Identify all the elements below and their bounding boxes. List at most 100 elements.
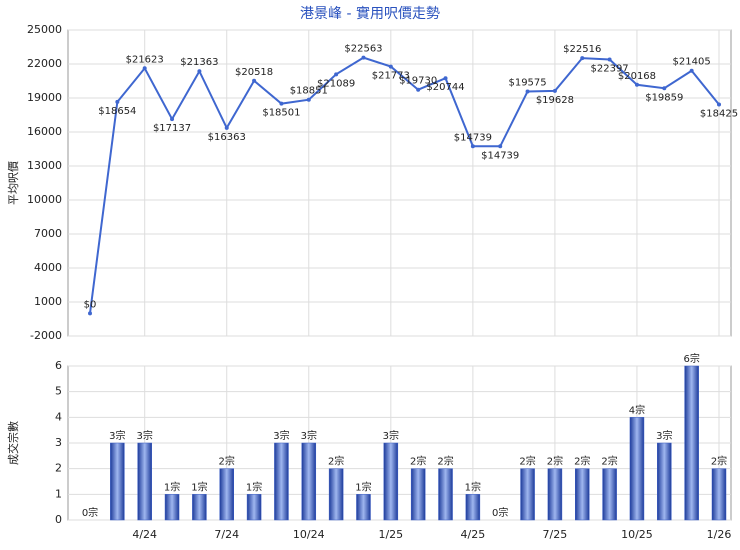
y-tick-label: 2 bbox=[55, 462, 62, 475]
y-tick-label: 19000 bbox=[27, 91, 62, 104]
y-tick-label: 0 bbox=[55, 513, 62, 526]
bar bbox=[684, 365, 699, 521]
value-label: 3宗 bbox=[137, 429, 153, 442]
value-label: 3宗 bbox=[301, 429, 317, 442]
point bbox=[224, 125, 229, 130]
y-tick-label: 16000 bbox=[27, 125, 62, 138]
point bbox=[115, 99, 120, 104]
y-axis-label: 平均呎價 bbox=[6, 161, 20, 205]
y-tick-label: 13000 bbox=[27, 159, 62, 172]
value-label: 3宗 bbox=[273, 429, 289, 442]
value-label: 2宗 bbox=[219, 455, 235, 468]
bar bbox=[520, 468, 535, 521]
y-tick-label: 4 bbox=[55, 410, 62, 423]
value-label: $19628 bbox=[536, 95, 574, 106]
y-tick-label: 6 bbox=[55, 359, 62, 372]
x-tick-label: 7/25 bbox=[543, 528, 568, 541]
bar bbox=[246, 494, 262, 521]
y-axis-label: 成交宗數 bbox=[6, 421, 20, 465]
point bbox=[689, 68, 694, 73]
bar bbox=[575, 468, 590, 521]
point bbox=[197, 69, 202, 74]
bar bbox=[274, 442, 289, 521]
bar bbox=[192, 494, 207, 521]
value-label: 2宗 bbox=[601, 455, 617, 468]
point bbox=[416, 87, 421, 92]
chart-title: 港景峰 - 實用呎價走勢 bbox=[300, 5, 440, 22]
x-tick-label: 10/24 bbox=[293, 528, 325, 541]
value-label: 0宗 bbox=[82, 506, 98, 519]
y-tick-label: 5 bbox=[55, 385, 62, 398]
y-tick-label: 22000 bbox=[27, 57, 62, 70]
value-label: $22516 bbox=[563, 44, 601, 55]
x-tick-label: 1/25 bbox=[378, 528, 403, 541]
point bbox=[498, 144, 503, 149]
point bbox=[388, 64, 393, 69]
point bbox=[607, 57, 612, 62]
value-label: $21773 bbox=[372, 71, 410, 82]
bar bbox=[164, 494, 180, 521]
value-label: $21405 bbox=[673, 57, 711, 68]
value-label: 1宗 bbox=[355, 480, 371, 493]
value-label: 3宗 bbox=[656, 429, 672, 442]
y-tick-label: 7000 bbox=[34, 227, 62, 240]
value-label: $18425 bbox=[700, 109, 738, 120]
bar bbox=[328, 468, 344, 521]
value-label: $20168 bbox=[618, 71, 656, 82]
value-label: $19575 bbox=[508, 77, 546, 88]
value-label: 1宗 bbox=[191, 480, 207, 493]
bar bbox=[602, 468, 617, 521]
x-tick-label: 7/24 bbox=[214, 528, 239, 541]
value-label: 2宗 bbox=[711, 455, 727, 468]
value-label: $21623 bbox=[126, 54, 164, 65]
x-tick-label: 4/25 bbox=[461, 528, 486, 541]
value-label: $18851 bbox=[290, 86, 328, 97]
value-label: $20744 bbox=[426, 82, 464, 93]
point bbox=[279, 101, 284, 106]
bar bbox=[219, 468, 234, 521]
y-tick-label: 4000 bbox=[34, 261, 62, 274]
value-label: $18501 bbox=[262, 108, 300, 119]
point bbox=[170, 117, 175, 122]
value-label: 2宗 bbox=[574, 455, 590, 468]
value-label: 6宗 bbox=[683, 352, 699, 365]
point bbox=[634, 82, 639, 87]
value-label: 3宗 bbox=[383, 429, 399, 442]
value-label: 2宗 bbox=[437, 455, 453, 468]
x-tick-label: 1/26 bbox=[707, 528, 732, 541]
value-label: 2宗 bbox=[519, 455, 535, 468]
value-label: 2宗 bbox=[410, 455, 426, 468]
value-label: 2宗 bbox=[328, 455, 344, 468]
y-tick-label: 3 bbox=[55, 436, 62, 449]
value-label: $16363 bbox=[208, 132, 246, 143]
bar bbox=[465, 494, 481, 521]
value-label: $21089 bbox=[317, 78, 355, 89]
point bbox=[334, 72, 339, 77]
bar bbox=[110, 442, 125, 521]
line bbox=[89, 56, 720, 314]
y-tick-label: 10000 bbox=[27, 193, 62, 206]
x-tick-label: 10/25 bbox=[621, 528, 653, 541]
value-label: $14739 bbox=[454, 132, 492, 143]
bar bbox=[438, 468, 453, 521]
point bbox=[580, 56, 585, 61]
value-label: 2宗 bbox=[547, 455, 563, 468]
value-label: 1宗 bbox=[246, 480, 262, 493]
point bbox=[662, 86, 667, 91]
value-label: 4宗 bbox=[629, 403, 645, 416]
value-label: $19859 bbox=[645, 92, 683, 103]
value-label: $21363 bbox=[180, 57, 218, 68]
bar bbox=[356, 494, 371, 521]
point bbox=[142, 66, 147, 71]
point bbox=[361, 55, 366, 60]
value-label: $17137 bbox=[153, 123, 191, 134]
bar bbox=[137, 442, 152, 521]
value-label: $14739 bbox=[481, 150, 519, 161]
point bbox=[525, 89, 530, 94]
bar bbox=[383, 442, 399, 521]
value-label: $20518 bbox=[235, 67, 273, 78]
point bbox=[443, 76, 448, 81]
bar bbox=[547, 468, 563, 521]
value-label: $0 bbox=[84, 299, 97, 310]
bar bbox=[629, 417, 645, 521]
